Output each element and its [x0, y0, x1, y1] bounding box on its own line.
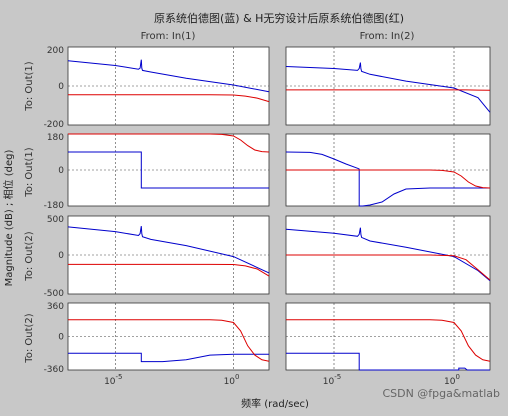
- panel-r4-c1: 360 0 -360: [44, 302, 269, 375]
- panel-r1-c1-ytick-3: -200: [44, 120, 65, 130]
- row-label-4: To: Out(2): [24, 313, 35, 363]
- panel-r4-c1-ytick-2: 0: [58, 333, 64, 343]
- x-axis-label: 频率 (rad/sec): [241, 397, 309, 410]
- panel-r4-c1-ytick-3: -360: [44, 365, 65, 375]
- row-label-2: To: Out(1): [24, 147, 35, 197]
- row-label-1: To: Out(1): [24, 61, 35, 111]
- panels-group: 200 0 -200 180 0 -180 500 0 -500 360 0 -360 10-5 100 1…: [44, 46, 490, 387]
- panel-r1-c1-ytick-2: 0: [58, 82, 64, 92]
- panel-r1-c1: 200 0 -200: [44, 46, 269, 130]
- panel-r2-c1: 180 0 -180: [44, 133, 269, 211]
- panel-r3-c1-ytick-3: -500: [44, 289, 65, 299]
- panel-r1-c2: [286, 47, 490, 125]
- xtick-c1-1: 10-5: [104, 373, 122, 387]
- panel-r2-c1-ytick-1: 180: [47, 133, 64, 143]
- panel-r3-c1-ytick-1: 500: [47, 215, 64, 225]
- y-axis-label: Magnitude (dB) ; 相位 (deg): [2, 150, 15, 287]
- panel-r3-c1-ytick-2: 0: [58, 251, 64, 261]
- panel-r2-c1-ytick-2: 0: [58, 166, 64, 176]
- column-label-1: From: In(1): [141, 31, 196, 42]
- row-label-3: To: Out(2): [24, 231, 35, 281]
- panel-r2-c2: [286, 134, 490, 206]
- panel-r4-c1-ytick-1: 360: [47, 302, 64, 312]
- xtick-c2-2: 100: [444, 373, 460, 387]
- panel-r1-c1-ytick-1: 200: [47, 46, 64, 56]
- xtick-c1-2: 100: [224, 373, 240, 387]
- panel-r2-c1-ytick-3: -180: [44, 201, 65, 211]
- figure-title: 原系统伯德图(蓝) & H无穷设计后原系统伯德图(红): [154, 11, 404, 25]
- panel-r3-c1: 500 0 -500: [44, 215, 269, 299]
- xtick-c2-1: 10-5: [323, 373, 341, 387]
- panel-r4-c2: [286, 303, 490, 370]
- panel-r3-c2: [286, 216, 490, 294]
- watermark: CSDN @fpga&matlab: [382, 387, 500, 400]
- column-label-2: From: In(2): [360, 31, 415, 42]
